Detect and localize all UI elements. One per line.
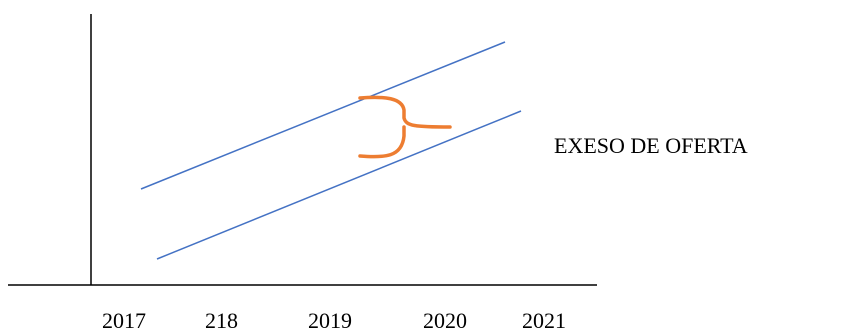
x-tick-label-218: 218 [205, 308, 238, 329]
x-tick-label-2021: 2021 [522, 308, 566, 329]
x-tick-labels: 2017 218 2019 2020 2021 [102, 308, 566, 329]
x-tick-label-2017: 2017 [102, 308, 146, 329]
x-tick-label-2020: 2020 [423, 308, 467, 329]
lower-trend-line [156, 110, 522, 260]
x-tick-label-2019: 2019 [308, 308, 352, 329]
upper-trend-line [140, 41, 506, 190]
annotation-label: EXESO DE OFERTA [554, 133, 748, 158]
excess-brace [358, 95, 452, 159]
